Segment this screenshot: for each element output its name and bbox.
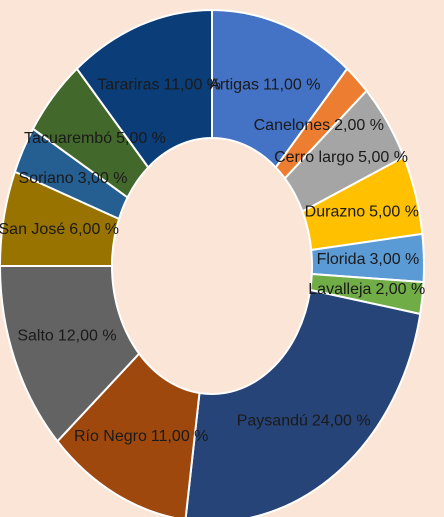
data-label: Cerro largo 5,00 % — [274, 149, 408, 166]
category-label: Paysandú — [237, 413, 308, 430]
data-label: Lavalleja 2,00 % — [308, 281, 425, 298]
data-label: San José 6,00 % — [0, 221, 119, 238]
value-label: 11,00 % — [263, 77, 321, 94]
value-label: 5,00 % — [369, 204, 419, 221]
donut-slice — [184, 288, 422, 517]
data-label: Paysandú 24,00 % — [237, 413, 371, 430]
category-label: Artigas — [209, 77, 259, 94]
data-label: Río Negro 11,00 % — [74, 428, 208, 445]
value-label: 11,00 % — [164, 77, 222, 94]
data-label: Tarariras 11,00 % — [97, 77, 221, 94]
category-label: Soriano — [19, 170, 74, 187]
value-label: 11,00 % — [151, 428, 209, 445]
donut-slice — [75, 8, 213, 169]
value-label: 3,00 % — [369, 251, 419, 268]
category-label: Durazno — [305, 204, 366, 221]
value-label: 24,00 % — [312, 413, 371, 430]
value-label: 5,00 % — [116, 130, 166, 147]
value-label: 6,00 % — [69, 221, 119, 238]
category-label: Salto — [17, 328, 54, 345]
data-label: Artigas 11,00 % — [209, 77, 320, 94]
category-label: Río Negro — [74, 428, 147, 445]
data-label: Soriano 3,00 % — [19, 170, 128, 187]
data-label: Canelones 2,00 % — [254, 117, 384, 134]
data-label: Florida 3,00 % — [317, 251, 420, 268]
data-label: Salto 12,00 % — [17, 328, 116, 345]
category-label: Florida — [317, 251, 366, 268]
category-label: Cerro largo — [274, 149, 354, 166]
value-label: 2,00 % — [334, 117, 384, 134]
value-label: 3,00 % — [78, 170, 128, 187]
category-label: San José — [0, 221, 65, 238]
category-label: Canelones — [254, 117, 331, 134]
data-label: Tacuarembó 5,00 % — [24, 130, 166, 147]
category-label: Lavalleja — [308, 281, 371, 298]
value-label: 2,00 % — [375, 281, 425, 298]
category-label: Tarariras — [97, 77, 159, 94]
value-label: 12,00 % — [58, 328, 117, 345]
value-label: 5,00 % — [358, 149, 408, 166]
data-label: Durazno 5,00 % — [305, 204, 419, 221]
category-label: Tacuarembó — [24, 130, 112, 147]
